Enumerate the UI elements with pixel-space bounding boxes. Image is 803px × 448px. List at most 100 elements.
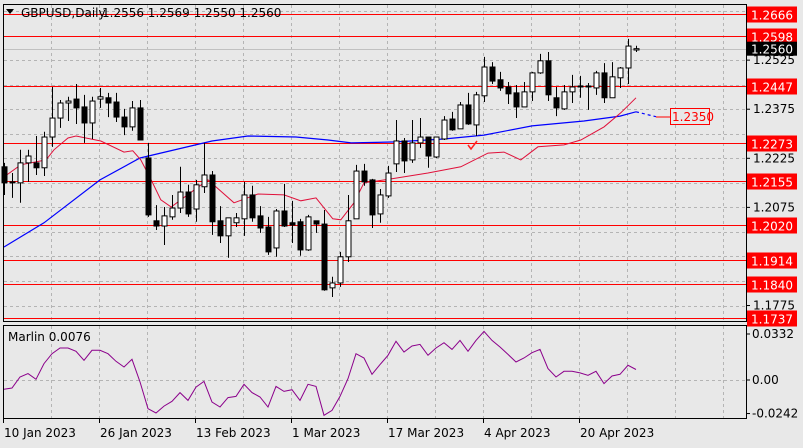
time-label: 1 Mar 2023 — [292, 426, 360, 440]
bull-candle-body — [609, 76, 616, 99]
candle — [265, 216, 272, 255]
bear-candle-body — [601, 72, 608, 99]
bear-candle-body — [465, 104, 472, 125]
bear-candle-body — [545, 60, 552, 96]
bear-candle-body — [265, 226, 272, 253]
candle — [57, 100, 64, 128]
bull-candle-body — [241, 194, 248, 220]
price-tick-label: 1.2375 — [753, 102, 795, 116]
level-label: 1.2666 — [751, 9, 793, 23]
level-label: 1.1840 — [751, 279, 793, 293]
bear-candle-body — [153, 220, 160, 227]
bull-candle-body — [169, 207, 176, 218]
bear-candle-body — [489, 66, 496, 82]
time-label: 13 Feb 2023 — [196, 426, 271, 440]
bear-candle-body — [73, 98, 80, 109]
bull-candle-body — [353, 170, 360, 220]
candle — [513, 85, 520, 119]
candle — [393, 120, 400, 173]
candle — [409, 120, 416, 163]
bear-candle-body — [281, 210, 288, 227]
bull-candle-body — [345, 220, 352, 258]
bull-candle-body — [129, 107, 136, 128]
candle — [593, 70, 600, 95]
candle — [505, 82, 512, 104]
candle — [561, 85, 568, 110]
bull-candle-body — [385, 172, 392, 197]
bear-candle-body — [209, 174, 216, 223]
level-label-box — [747, 173, 797, 190]
level-label: 1.1737 — [751, 313, 793, 327]
time-label: 10 Jan 2023 — [4, 426, 76, 440]
candle — [633, 45, 640, 52]
ohlc-readout: 1.2556 1.2569 1.2550 1.2560 — [102, 6, 281, 20]
candle — [377, 189, 384, 223]
candle — [601, 63, 608, 103]
bull-candle-body — [433, 136, 440, 158]
candle — [465, 92, 472, 125]
bear-candle-body — [121, 116, 128, 128]
candle — [441, 116, 448, 140]
symbol-label: GBPUSD,Daily — [21, 6, 106, 20]
level-label-box — [747, 276, 797, 293]
candle — [609, 62, 616, 99]
level-label: 1.2155 — [751, 176, 793, 190]
candle — [625, 38, 632, 85]
bull-candle-body — [481, 66, 488, 97]
candle — [73, 84, 80, 124]
bear-candle-body — [185, 191, 192, 215]
candle — [217, 206, 224, 244]
bull-candle-body — [273, 210, 280, 249]
level-label-box — [747, 217, 797, 234]
horizontal-levels — [4, 14, 746, 319]
bull-candle-body — [441, 119, 448, 140]
level-label-box — [747, 135, 797, 152]
main-panel-frame — [3, 4, 747, 322]
candle — [577, 75, 584, 98]
candle — [313, 220, 320, 233]
candle — [337, 251, 344, 287]
level-label-box — [747, 6, 797, 23]
candle — [521, 82, 528, 108]
candle — [417, 118, 424, 148]
collapse-triangle-icon[interactable] — [6, 9, 14, 14]
candle — [537, 53, 544, 74]
candle — [177, 166, 184, 213]
candle — [49, 86, 56, 147]
candle — [385, 165, 392, 198]
indicator-label: Marlin 0.0076 — [8, 330, 91, 344]
bear-candle-body — [145, 157, 152, 216]
bull-candle-body — [25, 155, 32, 164]
bull-candle-body — [537, 60, 544, 74]
bull-candle-body — [329, 282, 336, 289]
candle — [241, 181, 248, 236]
candle — [529, 71, 536, 102]
slow-moving-average-line — [3, 111, 637, 248]
indicator-tick-label: 0.0332 — [752, 327, 794, 341]
candle — [449, 111, 456, 131]
bull-candle-body — [17, 162, 24, 184]
candle — [481, 56, 488, 103]
bear-candle-body — [577, 85, 584, 88]
bull-candle-body — [569, 86, 576, 93]
bull-candle-body — [633, 48, 640, 51]
bear-candle-body — [289, 222, 296, 226]
candle — [25, 149, 32, 182]
candle — [289, 200, 296, 244]
candle — [185, 184, 192, 217]
candle — [33, 136, 40, 175]
candle — [473, 91, 480, 137]
marlin-indicator-panel — [3, 330, 637, 417]
candle — [145, 142, 152, 217]
bull-candle-body — [617, 67, 624, 79]
bear-candle-body — [361, 170, 368, 183]
candle — [297, 218, 304, 256]
fast-moving-average-line — [3, 97, 637, 221]
candle — [193, 179, 200, 222]
time-label: 4 Apr 2023 — [484, 426, 551, 440]
bull-candle-body — [177, 191, 184, 209]
level-label-box — [747, 252, 797, 269]
bull-candle-body — [473, 94, 480, 126]
bear-candle-body — [369, 179, 376, 216]
